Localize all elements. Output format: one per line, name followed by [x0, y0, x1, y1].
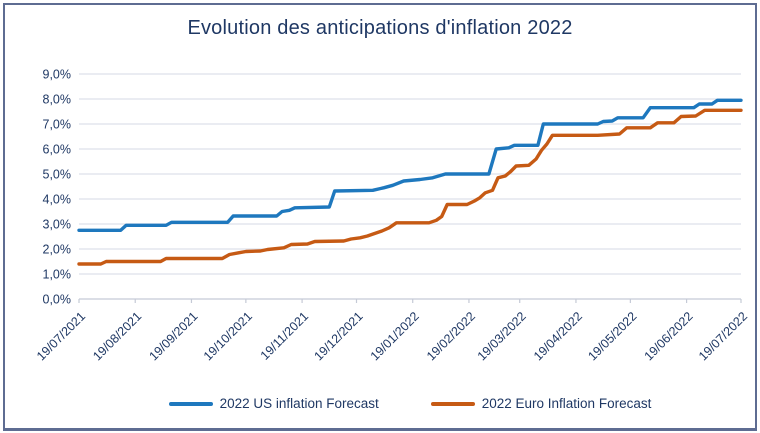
chart-legend: 2022 US inflation Forecast 2022 Euro Inf… — [35, 396, 760, 411]
chart-frame: Evolution des anticipations d'inflation … — [3, 3, 757, 431]
y-tick-label: 4,0% — [43, 193, 72, 207]
us-line-swatch — [168, 401, 213, 406]
euro-line-swatch — [430, 401, 475, 406]
chart-title: Evolution des anticipations d'inflation … — [187, 17, 573, 39]
x-axis-labels: 19/07/2021 19/08/2021 19/09/2021 19/10/2021… — [34, 309, 750, 363]
x-tick-label: 19/09/2021 — [146, 309, 200, 363]
series-lines — [77, 98, 743, 266]
y-tick-label: 6,0% — [43, 143, 72, 157]
legend-item-euro: 2022 Euro Inflation Forecast — [430, 396, 652, 411]
x-axis — [78, 298, 742, 303]
y-tick-label: 8,0% — [43, 93, 72, 107]
x-tick-label: 19/03/2022 — [475, 309, 529, 363]
series-line-euro — [77, 108, 743, 266]
x-tick-label: 19/10/2021 — [201, 309, 255, 363]
x-tick-label: 19/06/2022 — [642, 309, 696, 363]
y-tick-label: 5,0% — [43, 168, 72, 182]
x-tick-label: 19/05/2022 — [585, 309, 639, 363]
gridlines — [79, 73, 741, 275]
x-tick-label: 19/01/2022 — [368, 309, 422, 363]
series-line-us — [77, 98, 743, 233]
y-tick-label: 1,0% — [43, 268, 72, 282]
x-tick-label: 19/11/2021 — [258, 309, 312, 363]
legend-label-euro: 2022 Euro Inflation Forecast — [481, 396, 652, 411]
legend-item-us: 2022 US inflation Forecast — [168, 396, 379, 411]
x-tick-label: 19/02/2022 — [424, 309, 478, 363]
x-tick-label: 19/07/2022 — [696, 309, 750, 363]
y-tick-label: 9,0% — [43, 68, 72, 82]
y-tick-label: 2,0% — [43, 243, 72, 257]
x-tick-label: 19/08/2021 — [90, 309, 144, 363]
y-tick-label: 0,0% — [43, 293, 72, 307]
y-tick-label: 7,0% — [43, 118, 72, 132]
x-tick-label: 19/12/2021 — [311, 309, 365, 363]
y-axis-labels: 0,0% 1,0% 2,0% 3,0% 4,0% 5,0% 6,0% 7,0% 8,0% 9,0% — [43, 68, 72, 307]
legend-label-us: 2022 US inflation Forecast — [219, 396, 379, 411]
x-tick-label: 19/07/2021 — [34, 309, 88, 363]
x-tick-label: 19/04/2022 — [531, 309, 585, 363]
y-tick-label: 3,0% — [43, 218, 72, 232]
chart-svg: 0,0% 1,0% 2,0% 3,0% 4,0% 5,0% 6,0% 7,0% 8,0% 9,0%… — [34, 68, 750, 364]
